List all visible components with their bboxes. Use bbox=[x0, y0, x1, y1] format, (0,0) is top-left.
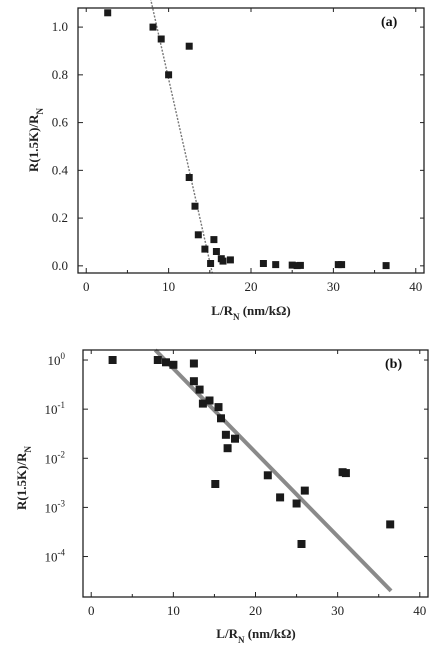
panel-a-ytick-label: 0.2 bbox=[52, 210, 68, 225]
panel-a-xtick-label: 20 bbox=[245, 279, 258, 294]
panel-b-data-point bbox=[214, 403, 223, 412]
panel-a-data-point bbox=[212, 248, 220, 255]
panel-b-xtick-label: 20 bbox=[249, 603, 262, 618]
panel-b-data-point bbox=[211, 480, 220, 488]
panel-b-data-point bbox=[189, 377, 198, 386]
panel-a-tag: (a) bbox=[381, 15, 398, 30]
panel-a-data-point bbox=[288, 261, 296, 269]
panel-b-tag: (b) bbox=[385, 357, 402, 372]
panel-a-xtick-label: 0 bbox=[83, 279, 90, 294]
panel-a-xtick-label: 40 bbox=[409, 279, 422, 294]
panel-b-ylabel: R(1.5K)/RN bbox=[14, 446, 33, 510]
panel-b-xtick-label: 0 bbox=[88, 603, 95, 618]
panel-a-data-point bbox=[191, 202, 199, 210]
panel-a-data-point bbox=[272, 261, 280, 269]
panel-a-data-point bbox=[382, 262, 390, 270]
panel-a-ytick-label: 0.0 bbox=[52, 258, 68, 273]
panel-b-data-point bbox=[153, 356, 162, 364]
panel-b-data-point bbox=[263, 471, 272, 480]
panel-a-data-point bbox=[219, 257, 227, 265]
panel-b-fit-line bbox=[153, 348, 393, 593]
panel-b-data-point bbox=[205, 396, 214, 405]
panel-a-data-point bbox=[207, 260, 215, 267]
panel-b-data-point bbox=[297, 540, 306, 548]
panel-a-frame bbox=[77, 7, 425, 274]
panel-a-data-point bbox=[185, 42, 193, 50]
panel-b-xtick-label: 40 bbox=[413, 603, 426, 618]
panel-b-data-point bbox=[169, 360, 178, 369]
panel-b-data-point bbox=[276, 493, 285, 502]
panel-a-data-point bbox=[338, 261, 346, 269]
panel-b-ytick-label: 10-3 bbox=[45, 498, 66, 515]
panel-a-fit-line bbox=[150, 0, 213, 274]
panel-a-data-point bbox=[210, 236, 218, 244]
panel-a-data-point bbox=[157, 35, 165, 43]
panel-a-ylabel: R(1.5K)/RN bbox=[26, 108, 45, 172]
panel-b-ytick-label: 100 bbox=[48, 351, 66, 368]
panel-a-data-point bbox=[149, 23, 157, 31]
panel-a-ytick-label: 0.4 bbox=[52, 162, 69, 177]
panel-b-frame bbox=[82, 349, 429, 598]
panel-b-ytick-label: 10-1 bbox=[45, 400, 66, 417]
panel-a-data-point bbox=[226, 256, 234, 264]
panel-b-xtick-label: 30 bbox=[331, 603, 344, 618]
panel-a: 0 10 20 30 40 0.0 0.2 0.4 0.6 0.8 1.0 (a) L/RN (nm… bbox=[26, 0, 425, 322]
panel-b-data-point bbox=[108, 356, 117, 364]
panel-a-xtick-label: 30 bbox=[327, 279, 340, 294]
panel-b-data-point bbox=[195, 385, 204, 394]
panel-a-data-point bbox=[194, 231, 202, 239]
panel-b-data-point bbox=[231, 434, 239, 443]
panel-a-data-point bbox=[296, 261, 304, 269]
panel-b-data-point bbox=[217, 414, 225, 423]
panel-b-xlabel: L/RN (nm/kΩ) bbox=[216, 626, 295, 645]
panel-a-data-point bbox=[201, 245, 209, 253]
panel-a-ytick-label: 1.0 bbox=[52, 19, 68, 34]
panel-b-data-point bbox=[300, 486, 309, 495]
panel-b-ytick-label: 10-4 bbox=[45, 548, 66, 565]
panel-b: 0 10 20 30 40 100 10-1 10-2 10-3 10-4 (b) L/RN (n… bbox=[14, 348, 429, 645]
panel-b-data-point bbox=[341, 469, 350, 478]
panel-a-xlabel: L/RN (nm/kΩ) bbox=[211, 303, 290, 322]
panel-b-data-point bbox=[221, 430, 230, 439]
panel-a-data-point bbox=[185, 174, 193, 181]
panel-b-ytick-label: 10-2 bbox=[45, 449, 66, 466]
panel-a-ytick-label: 0.8 bbox=[52, 67, 68, 82]
panel-b-xtick-label: 10 bbox=[167, 603, 180, 618]
panel-a-data-point bbox=[259, 260, 267, 267]
panel-b-data-point bbox=[292, 499, 301, 508]
panel-a-data-point bbox=[165, 71, 173, 79]
panel-a-ytick-label: 0.6 bbox=[52, 115, 69, 130]
panel-b-data-point bbox=[386, 520, 395, 529]
panel-b-data-point bbox=[162, 358, 170, 367]
panel-a-data-point bbox=[104, 9, 112, 17]
panel-a-xtick-label: 10 bbox=[162, 279, 175, 294]
panel-b-data-point bbox=[189, 359, 198, 368]
panel-b-data-point bbox=[198, 399, 207, 408]
panel-b-data-point bbox=[223, 444, 232, 453]
